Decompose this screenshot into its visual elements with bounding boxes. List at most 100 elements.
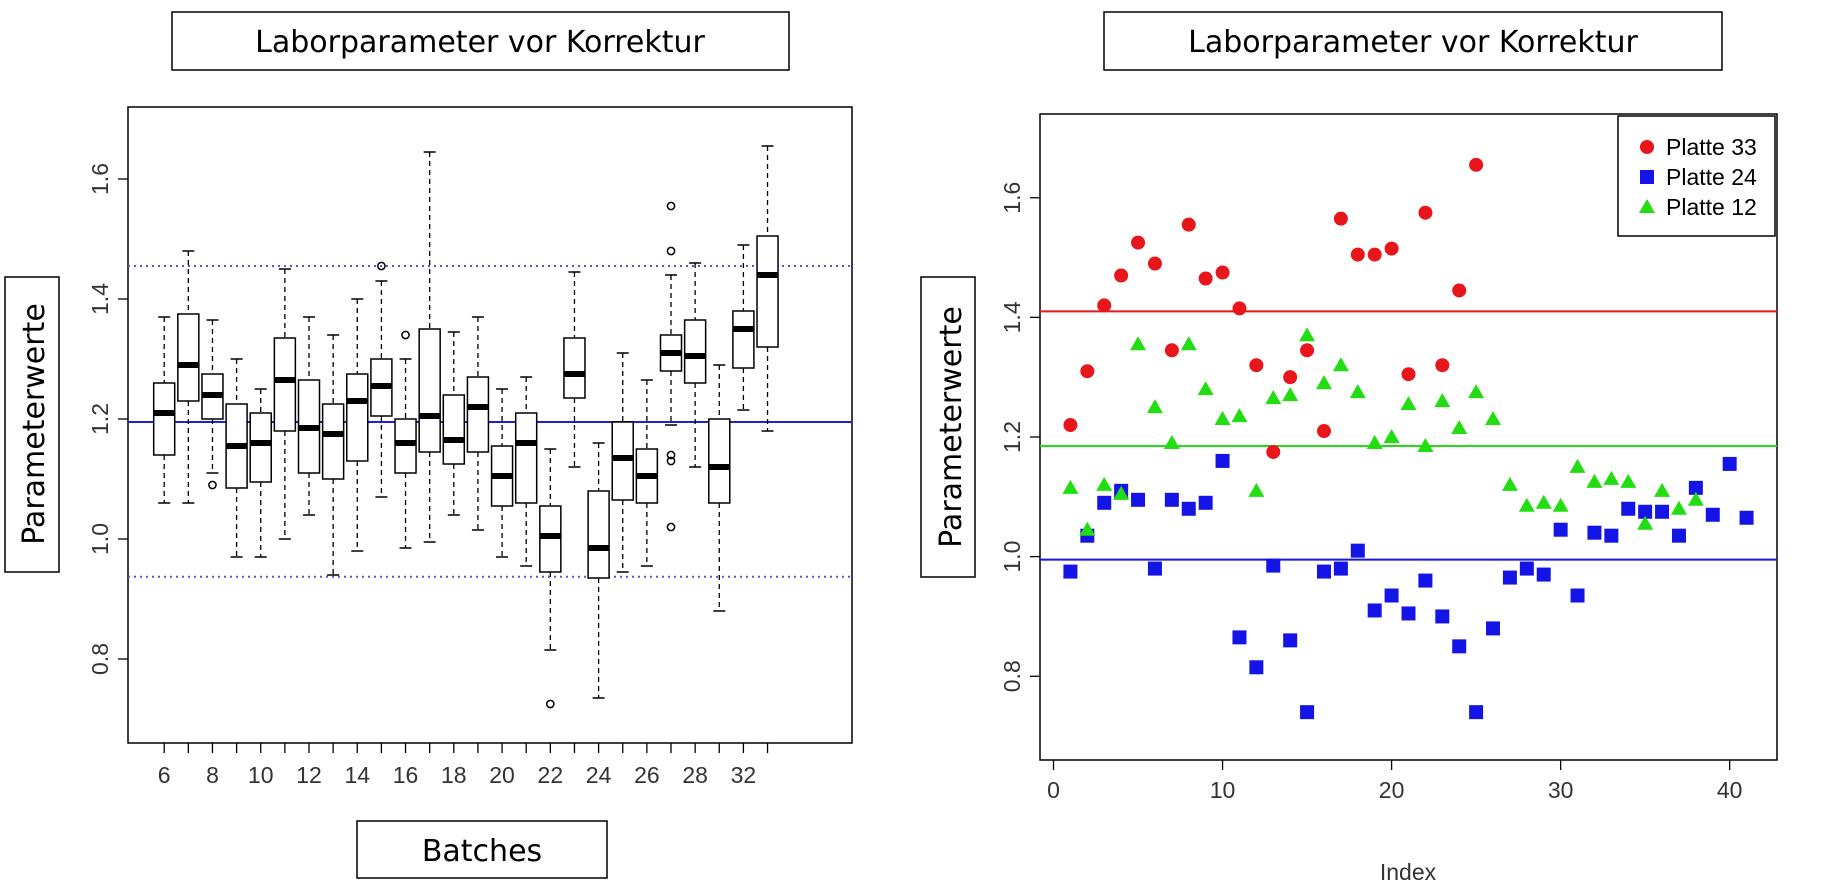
data-point [1114, 268, 1129, 283]
data-point [1164, 343, 1179, 358]
data-point [1063, 564, 1078, 579]
box-batch-23 [563, 271, 586, 468]
x-tick-label: 10 [1210, 777, 1236, 803]
data-point [1232, 630, 1247, 645]
y-tick-label: 1.4 [999, 301, 1025, 333]
data-point [1366, 434, 1383, 449]
box-batch-17 [418, 151, 441, 543]
data-point [1671, 528, 1686, 543]
legend-marker-2 [1639, 199, 1655, 213]
data-point [1249, 660, 1264, 675]
data-point [1468, 384, 1485, 399]
iqr-box [756, 235, 779, 348]
outlier-point [666, 450, 676, 460]
data-point [1282, 387, 1299, 402]
outlier-point [545, 699, 555, 709]
data-point [1621, 501, 1636, 516]
series-1 [1063, 453, 1754, 720]
box-batch-19 [466, 316, 490, 531]
data-point [1332, 357, 1349, 372]
box-batch-21 [514, 376, 538, 567]
x-tick-label: 20 [489, 762, 515, 788]
x-axis-label-right: Index [1380, 859, 1437, 885]
data-point [1315, 375, 1332, 390]
data-point [1113, 485, 1130, 500]
data-point [1535, 494, 1552, 509]
outlier-point [666, 246, 676, 256]
data-point [1180, 336, 1197, 351]
data-point [1401, 367, 1416, 382]
y-tick-label: 1.2 [999, 421, 1025, 453]
data-point [1688, 480, 1703, 495]
box-batch-6 [152, 316, 176, 504]
y-tick-label: 0.8 [87, 643, 113, 675]
data-point [1097, 495, 1112, 510]
y-tick-label: 1.4 [87, 283, 113, 315]
data-point [1147, 256, 1162, 271]
data-point [1063, 418, 1078, 433]
outlier-point [377, 261, 386, 271]
x-tick-label: 8 [206, 762, 219, 788]
data-point [1739, 510, 1754, 525]
box-batch-26 [635, 379, 659, 567]
data-point [1316, 564, 1331, 579]
box-batch-28 [683, 262, 707, 468]
data-point [1080, 364, 1095, 379]
data-point [1283, 370, 1298, 385]
y-axis-label-left: Parameterwerte [17, 303, 52, 545]
data-point [1350, 543, 1365, 558]
y-tick-label: 1.0 [999, 541, 1025, 573]
box-batch-8 [201, 319, 224, 490]
data-point [1215, 453, 1230, 468]
data-point [1536, 567, 1551, 582]
data-point [1418, 573, 1433, 588]
title-box-right [1103, 11, 1723, 71]
iqr-box [708, 418, 731, 504]
data-point [1569, 458, 1586, 473]
data-point [1383, 429, 1400, 443]
iqr-box [466, 376, 490, 453]
x-tick-label: 40 [1717, 777, 1743, 803]
x-tick-label: 12 [296, 762, 322, 788]
data-point [1231, 408, 1248, 423]
box-batch-14 [346, 298, 369, 552]
box-batch-18 [442, 331, 466, 516]
data-point [1198, 495, 1213, 510]
data-point [1349, 384, 1366, 399]
iqr-box [587, 490, 610, 579]
y-axis-label-right: Parameterwerte [934, 306, 969, 548]
data-point [1215, 265, 1230, 280]
data-point [1265, 390, 1282, 405]
box-batch-25 [611, 352, 634, 573]
data-point [1333, 211, 1348, 226]
chart-title-left: Laborparameter vor Korrektur [255, 25, 705, 60]
box-batch-16 [394, 330, 417, 549]
title-box-left [171, 11, 790, 71]
data-point [1486, 621, 1501, 636]
legend-label-1: Platte 24 [1666, 164, 1757, 190]
data-point [1299, 327, 1316, 342]
data-point [1181, 501, 1196, 516]
data-point [1485, 411, 1502, 426]
box-batch-7 [177, 250, 200, 504]
iqr-box [152, 382, 176, 456]
data-point [1418, 205, 1433, 220]
data-point [1147, 561, 1162, 576]
box-batch-30 [732, 244, 755, 411]
data-point [1062, 479, 1079, 494]
iqr-box [418, 328, 441, 453]
series-0 [1063, 157, 1484, 459]
data-point [1181, 217, 1196, 232]
legend-label-0: Platte 33 [1666, 134, 1757, 160]
box-batch-13 [321, 334, 345, 576]
iqr-box [273, 337, 297, 432]
data-point [1552, 497, 1569, 512]
data-point [1198, 271, 1213, 286]
box-batch-24 [587, 442, 610, 699]
data-point [1417, 437, 1434, 452]
data-point [1131, 235, 1146, 250]
outlier-point [666, 201, 676, 211]
y-tick-label: 1.2 [87, 403, 113, 435]
x-tick-label: 10 [248, 762, 274, 788]
data-point [1587, 525, 1602, 540]
